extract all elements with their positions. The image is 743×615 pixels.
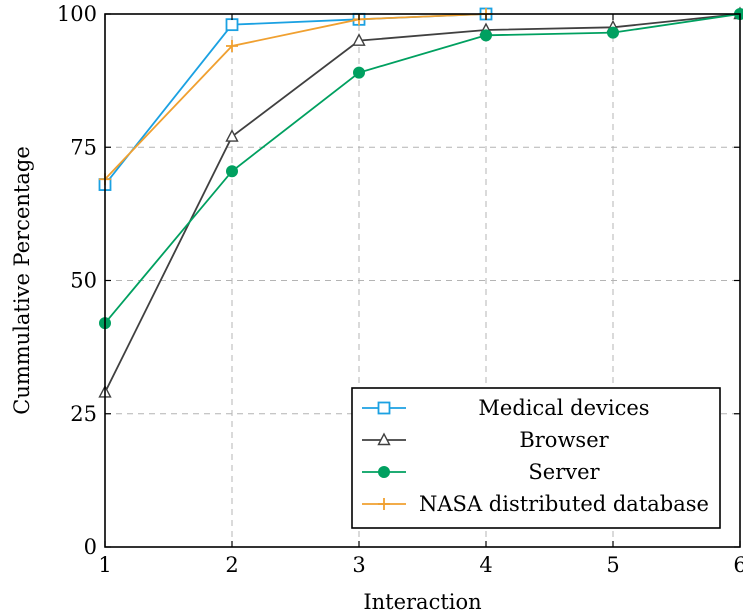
legend-marker: [378, 466, 390, 478]
x-tick-label: 4: [479, 553, 492, 577]
x-axis-label: Interaction: [363, 590, 481, 614]
data-point: [480, 29, 492, 42]
y-tick-label: 100: [57, 2, 97, 26]
data-point: [352, 33, 366, 46]
data-point: [225, 18, 239, 32]
y-tick-label: 25: [70, 402, 97, 426]
legend: Medical devices Browser Server NASA distrib…: [351, 387, 721, 529]
tick-layer: 1 2 3 4 5 6 0 25 50 75 100: [57, 2, 743, 577]
legend-box: [351, 387, 721, 529]
y-tick-label: 50: [70, 269, 97, 293]
data-point: [226, 39, 238, 52]
series-line: [104, 13, 487, 180]
data-point: [225, 129, 239, 142]
series-0: [98, 7, 493, 191]
series-layer: [98, 6, 743, 398]
data-point: [353, 66, 365, 79]
legend-marker: [377, 401, 391, 415]
x-tick-label: 5: [606, 553, 619, 577]
series-1: [98, 6, 743, 398]
y-tick-label: 75: [70, 135, 97, 159]
x-tick-label: 6: [733, 553, 743, 577]
series-line: [104, 13, 741, 393]
series-line: [104, 13, 487, 186]
legend-entry-label: Medical devices: [478, 396, 649, 420]
data-point: [226, 165, 238, 178]
data-point: [607, 26, 619, 39]
legend-marker: [378, 498, 390, 510]
legend-marker: [377, 432, 391, 446]
x-tick-label: 2: [225, 553, 238, 577]
x-tick-label: 1: [98, 553, 111, 577]
legend-entry-label: Server: [528, 460, 600, 484]
legend-entry-label: Browser: [519, 428, 609, 452]
series-line: [104, 13, 741, 324]
y-tick-label: 0: [84, 535, 97, 559]
legend-entry-label: NASA distributed database: [419, 492, 709, 516]
y-axis-label: Cummulative Percentage: [10, 146, 34, 415]
x-tick-label: 3: [352, 553, 365, 577]
